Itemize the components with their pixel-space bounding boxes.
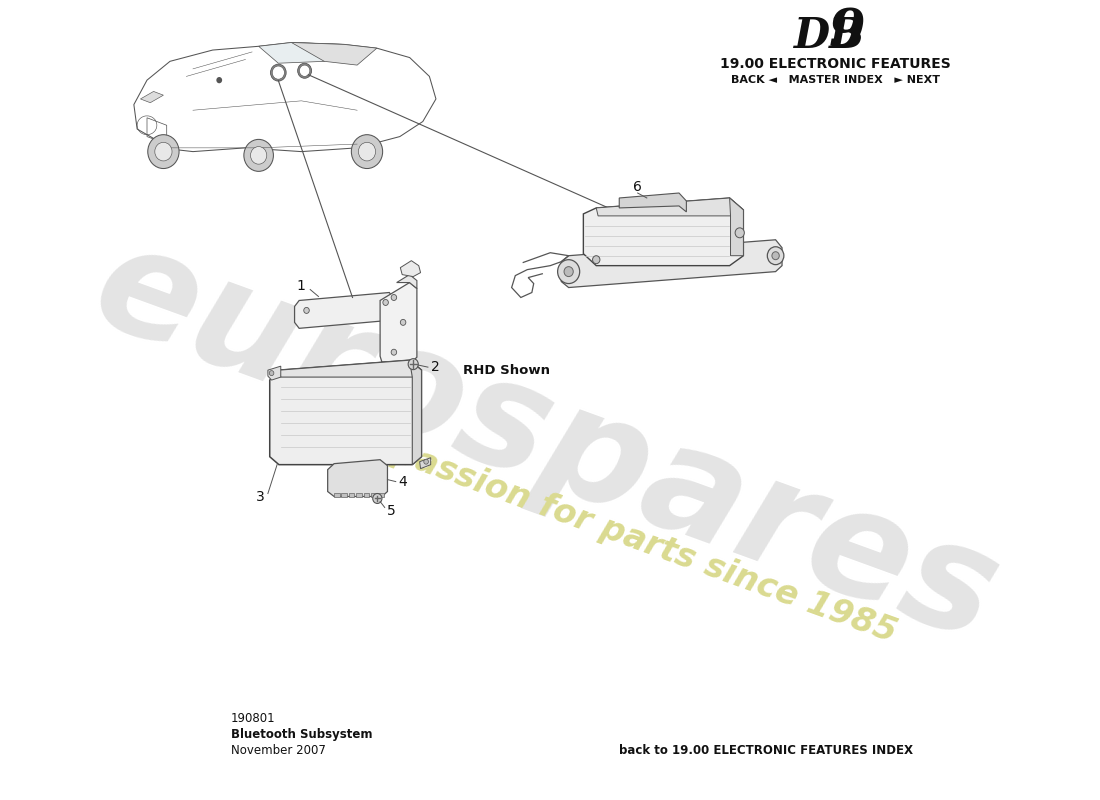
Circle shape [244, 139, 274, 171]
Text: 190801: 190801 [231, 712, 276, 725]
Text: DB: DB [794, 14, 866, 57]
Circle shape [273, 66, 285, 79]
Circle shape [408, 358, 418, 370]
Bar [363, 493, 370, 498]
Circle shape [400, 319, 406, 326]
Bar [371, 493, 376, 498]
Circle shape [270, 370, 274, 376]
Circle shape [155, 142, 172, 161]
Circle shape [271, 64, 286, 81]
Circle shape [251, 146, 267, 164]
Circle shape [383, 299, 388, 306]
Circle shape [593, 256, 600, 264]
Polygon shape [619, 193, 686, 212]
Polygon shape [400, 261, 420, 277]
Circle shape [424, 459, 428, 464]
Polygon shape [268, 366, 280, 380]
Circle shape [298, 63, 311, 78]
Text: a passion for parts since 1985: a passion for parts since 1985 [356, 424, 901, 649]
Polygon shape [596, 198, 744, 216]
Polygon shape [141, 91, 164, 102]
Bar [334, 493, 340, 498]
Polygon shape [729, 198, 744, 256]
Polygon shape [409, 360, 421, 465]
Circle shape [299, 65, 310, 76]
Polygon shape [397, 274, 417, 289]
Polygon shape [420, 458, 431, 469]
Text: 19.00 ELECTRONIC FEATURES: 19.00 ELECTRONIC FEATURES [720, 57, 950, 70]
Text: back to 19.00 ELECTRONIC FEATURES INDEX: back to 19.00 ELECTRONIC FEATURES INDEX [619, 744, 913, 757]
Text: 5: 5 [387, 505, 396, 518]
Circle shape [351, 134, 383, 169]
Bar [349, 493, 354, 498]
Circle shape [217, 77, 222, 83]
Circle shape [772, 252, 779, 260]
Polygon shape [270, 360, 421, 465]
Circle shape [558, 260, 580, 283]
Polygon shape [561, 240, 782, 287]
Polygon shape [295, 293, 394, 328]
Text: RHD Shown: RHD Shown [463, 364, 550, 377]
Circle shape [392, 294, 397, 301]
Circle shape [373, 494, 382, 503]
Text: 4: 4 [398, 474, 407, 489]
Bar [356, 493, 362, 498]
Circle shape [735, 228, 745, 238]
Text: Bluetooth Subsystem: Bluetooth Subsystem [231, 728, 373, 741]
Text: 1: 1 [297, 278, 306, 293]
Text: eurospares: eurospares [75, 211, 1016, 672]
Circle shape [304, 307, 309, 314]
Text: 9: 9 [829, 6, 866, 58]
Bar [341, 493, 346, 498]
Polygon shape [279, 360, 421, 377]
Bar [378, 493, 384, 498]
Polygon shape [258, 42, 344, 63]
Text: November 2007: November 2007 [231, 744, 326, 757]
Text: 3: 3 [256, 490, 265, 503]
Circle shape [359, 142, 375, 161]
Circle shape [147, 134, 179, 169]
Text: 2: 2 [431, 360, 440, 374]
Polygon shape [381, 282, 417, 362]
Circle shape [768, 246, 784, 265]
Polygon shape [583, 198, 744, 266]
Circle shape [564, 266, 573, 277]
Circle shape [392, 350, 397, 355]
Polygon shape [292, 42, 377, 65]
Text: BACK ◄   MASTER INDEX   ► NEXT: BACK ◄ MASTER INDEX ► NEXT [730, 74, 939, 85]
Polygon shape [328, 460, 387, 497]
Text: 6: 6 [634, 180, 642, 194]
